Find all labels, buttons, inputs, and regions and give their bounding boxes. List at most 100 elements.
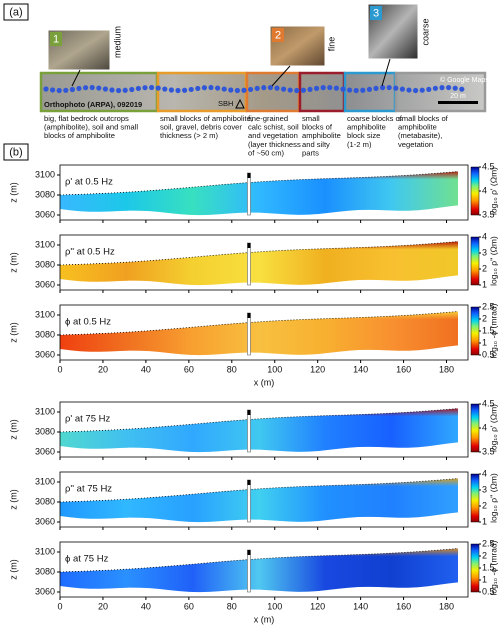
borehole (247, 409, 251, 453)
colorbar-tick-label: 1 (482, 279, 487, 289)
topography (59, 241, 459, 266)
colorbar-tick-label: 4 (482, 468, 487, 478)
electrode (109, 87, 115, 93)
borehole (247, 172, 251, 216)
description-line: blocks of (302, 123, 333, 132)
electrode (96, 85, 102, 91)
panel-title: ρ' at 75 Hz (65, 414, 110, 425)
tomogram-shade (60, 311, 458, 356)
y-tick-label: 3060 (35, 349, 55, 359)
y-tick-label: 3080 (35, 496, 55, 506)
site-texture: medium (112, 26, 122, 58)
description-line: parts (302, 148, 319, 157)
electrode (208, 84, 214, 91)
description-line: coarse blocks of (347, 114, 403, 123)
x-tick-label: 40 (141, 601, 151, 611)
description-line: block size (347, 131, 380, 140)
electrode (188, 86, 194, 93)
colorbar-label: log₁₀ -ϕ (mrad) (488, 303, 498, 358)
electrode (135, 85, 141, 92)
colorbar-tick-label: 3 (482, 484, 487, 494)
electrode (459, 86, 465, 92)
y-tick-label: 3100 (35, 476, 55, 486)
y-axis-label: z (m) (8, 182, 18, 203)
electrode (50, 87, 56, 93)
colorbar-tick-label: 1 (482, 516, 487, 526)
x-tick-label: 20 (98, 601, 108, 611)
x-axis-label: x (m) (254, 377, 275, 387)
electrode (432, 85, 438, 91)
colorbar (470, 306, 480, 356)
panel-title: ρ' at 0.5 Hz (65, 177, 113, 188)
electrode (294, 87, 300, 94)
tomogram-shade (60, 548, 458, 593)
plot-frame (59, 471, 469, 528)
colorbar (470, 473, 480, 523)
colorbar-tick-label: 0.5 (482, 586, 495, 596)
borehole (247, 312, 251, 356)
electrode (380, 85, 386, 91)
description-line: (layer thickness (248, 140, 301, 149)
y-tick-label: 3080 (35, 426, 55, 436)
electrode (267, 84, 273, 91)
x-tick-label: 80 (227, 364, 237, 374)
description-line: calc schist, soil (248, 123, 299, 132)
borehole (247, 242, 251, 286)
x-tick-label: 80 (227, 601, 237, 611)
colorbar-tick-label: 2 (482, 263, 487, 273)
colorbar-tick-label: 4 (482, 231, 487, 241)
electrode (419, 87, 425, 93)
description-line: (1-2 m) (347, 140, 372, 149)
colorbar-tick-label: 0.5 (482, 349, 495, 359)
y-tick-label: 3060 (35, 586, 55, 596)
y-tick-label: 3060 (35, 279, 55, 289)
colorbar-tick-label: 2 (482, 500, 487, 510)
panel-title: ϕ at 0.5 Hz (65, 317, 111, 328)
label-box (3, 143, 29, 161)
colorbar-tick-label: 1 (482, 574, 487, 584)
electrode (241, 87, 247, 93)
colorbar-tick-label: 2.5 (482, 538, 495, 548)
description-line: and silty (302, 140, 330, 149)
description-line: small blocks of (398, 114, 449, 123)
colorbar-tick-label: 1.5 (482, 325, 495, 335)
electrode (287, 87, 293, 93)
borehole-label: SBH (218, 99, 233, 108)
colorbar-tick-label: 4.5 (482, 398, 495, 408)
plot-frame (59, 164, 469, 221)
x-tick-label: 180 (439, 601, 454, 611)
description-line: of ~50 cm) (248, 148, 285, 157)
panel-label: (b) (9, 146, 22, 158)
electrode (76, 85, 82, 92)
colorbar-tick-label: 4.5 (482, 161, 495, 171)
y-tick-label: 3080 (35, 259, 55, 269)
panel-label: (a) (9, 6, 22, 18)
orthophoto (40, 73, 486, 111)
x-tick-label: 140 (353, 601, 368, 611)
electrodes (43, 84, 465, 94)
y-tick-label: 3060 (35, 209, 55, 219)
electrode (69, 86, 75, 93)
description-line: (metabasite), (398, 131, 442, 140)
description-line: (amphibolite), soil and small (44, 123, 138, 132)
y-axis-label: z (m) (8, 559, 18, 580)
electrode (327, 84, 333, 91)
site-number: 2 (275, 29, 281, 41)
borehole-top (247, 550, 251, 555)
borehole-top (247, 313, 251, 318)
y-tick-label: 3100 (35, 309, 55, 319)
electrode (129, 86, 135, 93)
x-tick-label: 0 (57, 601, 62, 611)
electrode (175, 87, 181, 94)
electrode (215, 85, 221, 91)
borehole-top (247, 480, 251, 485)
description-line: soil, gravel, debris cover (160, 123, 242, 132)
electrode (413, 87, 419, 94)
electrode (373, 85, 379, 91)
site-number: 1 (53, 33, 59, 45)
y-tick-label: 3100 (35, 169, 55, 179)
description-line: small blocks of amphibolite, (160, 114, 253, 123)
electrode (399, 86, 405, 92)
x-tick-label: 160 (396, 364, 411, 374)
